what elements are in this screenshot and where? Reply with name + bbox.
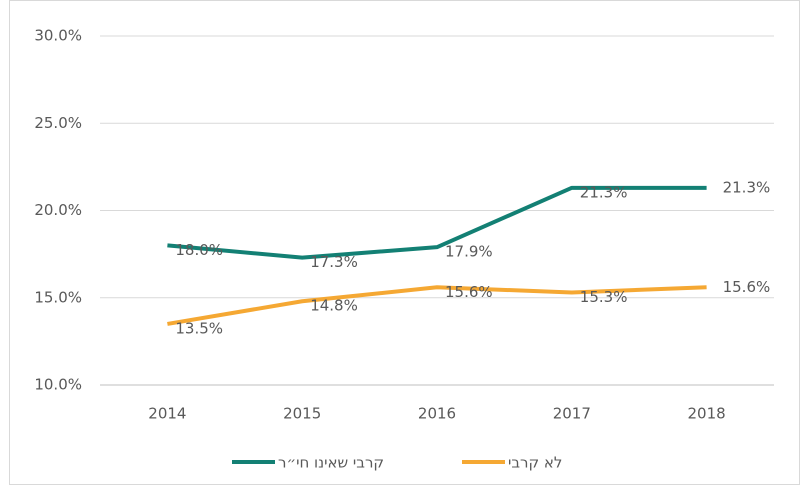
data-label: 21.3% [723, 178, 771, 196]
x-tick-label: 2018 [688, 405, 726, 423]
chart-frame [9, 0, 800, 485]
data-label: 15.6% [445, 283, 493, 301]
y-tick-label: 20.0% [34, 201, 82, 219]
data-label: 15.3% [580, 288, 628, 306]
data-label: 17.3% [310, 253, 358, 271]
x-tick-label: 2017 [553, 405, 591, 423]
x-tick-label: 2014 [148, 405, 186, 423]
data-label: 21.3% [580, 183, 628, 201]
data-label: 14.8% [310, 297, 358, 315]
data-label: 18.0% [175, 241, 223, 259]
y-tick-label: 15.0% [34, 288, 82, 306]
x-tick-label: 2015 [283, 405, 321, 423]
legend-label: קרבי שאינו חי״ר [278, 454, 384, 472]
y-tick-label: 10.0% [34, 376, 82, 394]
legend-label: לא קרבי [508, 454, 562, 472]
x-tick-label: 2016 [418, 405, 456, 423]
data-label: 17.9% [445, 243, 493, 261]
series-line [167, 185, 707, 260]
y-tick-label: 30.0% [34, 27, 82, 45]
data-label: 13.5% [175, 319, 223, 337]
series-line [167, 285, 707, 326]
y-tick-label: 25.0% [34, 114, 82, 132]
data-label: 15.6% [723, 278, 771, 296]
